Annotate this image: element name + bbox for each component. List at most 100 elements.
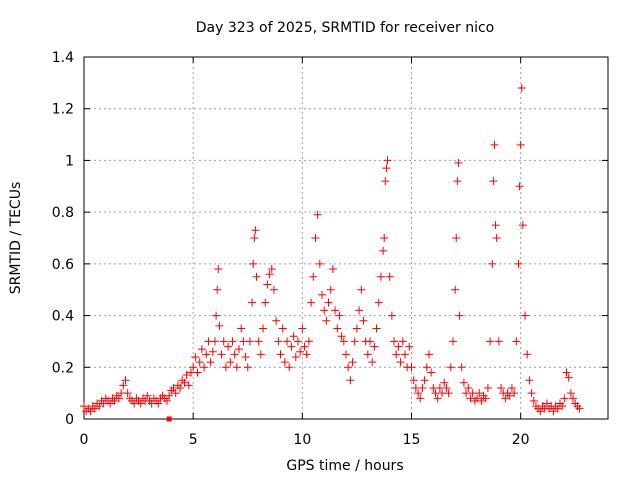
data-point xyxy=(215,321,224,330)
data-point xyxy=(368,358,377,367)
data-point xyxy=(381,177,390,186)
data-point xyxy=(226,358,235,367)
data-point xyxy=(497,383,506,392)
data-point xyxy=(451,285,460,294)
data-point xyxy=(208,347,217,356)
data-point xyxy=(322,316,331,325)
data-point xyxy=(440,378,449,387)
data-point xyxy=(300,342,309,351)
data-point xyxy=(136,399,145,408)
data-point xyxy=(405,342,414,351)
data-point xyxy=(564,373,573,382)
data-point xyxy=(514,259,523,268)
data-point xyxy=(241,352,250,361)
data-point xyxy=(512,337,521,346)
x-tick-label: 10 xyxy=(293,432,311,448)
data-point xyxy=(315,259,324,268)
data-point xyxy=(211,337,219,346)
data-point xyxy=(272,316,281,325)
data-point xyxy=(250,234,259,242)
data-point xyxy=(396,358,405,367)
data-point xyxy=(444,389,453,398)
data-point xyxy=(536,407,545,416)
data-point xyxy=(457,363,466,372)
grid-lines xyxy=(84,57,608,419)
data-point xyxy=(302,350,311,359)
data-point xyxy=(420,376,429,385)
data-point xyxy=(274,337,283,346)
data-point xyxy=(326,285,335,294)
data-point xyxy=(454,159,463,168)
data-point xyxy=(237,324,246,333)
data-point xyxy=(331,306,340,315)
data-point xyxy=(90,404,99,413)
data-point xyxy=(304,337,313,346)
data-points xyxy=(80,84,584,422)
data-point xyxy=(416,394,425,403)
data-point xyxy=(510,389,519,398)
data-point xyxy=(280,358,289,367)
data-point xyxy=(171,389,180,398)
data-point xyxy=(176,383,185,392)
data-point xyxy=(427,368,436,377)
y-tick-label: 0 xyxy=(65,412,74,428)
data-point xyxy=(515,182,524,191)
data-point xyxy=(256,350,265,359)
data-point xyxy=(433,394,442,403)
data-point xyxy=(453,177,462,186)
data-point xyxy=(562,368,571,377)
data-point xyxy=(376,272,385,281)
data-point xyxy=(283,337,292,346)
data-point xyxy=(455,311,464,320)
data-point xyxy=(224,342,233,351)
data-point xyxy=(154,399,163,408)
data-point xyxy=(121,376,130,385)
data-point xyxy=(542,399,551,408)
data-point xyxy=(212,311,221,320)
x-tick-label: 15 xyxy=(403,432,421,448)
data-point xyxy=(189,363,198,372)
y-axis: 0 0.2 0.4 0.6 0.8 1 1.2 1.4 xyxy=(52,50,608,428)
data-point xyxy=(254,337,263,346)
x-tick-label: 5 xyxy=(189,432,198,448)
data-point xyxy=(488,259,497,268)
data-point xyxy=(219,337,228,346)
y-axis-label: SRMTID / TECUs xyxy=(8,182,24,295)
data-point xyxy=(575,404,584,413)
y-tick-label: 1 xyxy=(65,153,74,169)
data-point xyxy=(296,347,305,356)
data-point xyxy=(346,376,355,385)
data-point xyxy=(448,337,457,346)
data-point xyxy=(400,350,409,359)
data-point xyxy=(473,394,481,403)
data-point xyxy=(206,358,215,367)
y-tick-label: 0.6 xyxy=(52,257,74,273)
data-point xyxy=(313,210,322,219)
data-point xyxy=(516,140,525,149)
data-point xyxy=(374,298,383,307)
data-point xyxy=(446,363,455,372)
data-point xyxy=(490,140,499,149)
data-point xyxy=(252,272,261,281)
x-axis: 0 5 10 15 20 xyxy=(80,57,530,448)
data-point xyxy=(276,350,285,359)
data-point xyxy=(398,337,407,346)
data-point xyxy=(291,352,300,361)
data-point xyxy=(518,221,527,230)
data-point xyxy=(214,265,223,274)
data-point xyxy=(249,259,258,268)
data-point xyxy=(193,368,202,377)
data-point xyxy=(569,394,578,403)
data-point xyxy=(418,383,427,392)
data-point xyxy=(483,383,492,392)
data-point xyxy=(278,324,287,333)
data-point xyxy=(269,285,278,294)
data-point xyxy=(344,363,353,372)
data-point xyxy=(232,363,241,372)
data-point xyxy=(328,265,337,274)
data-point xyxy=(409,376,418,385)
data-point xyxy=(414,389,423,398)
data-point xyxy=(119,381,128,390)
data-point xyxy=(342,350,350,359)
